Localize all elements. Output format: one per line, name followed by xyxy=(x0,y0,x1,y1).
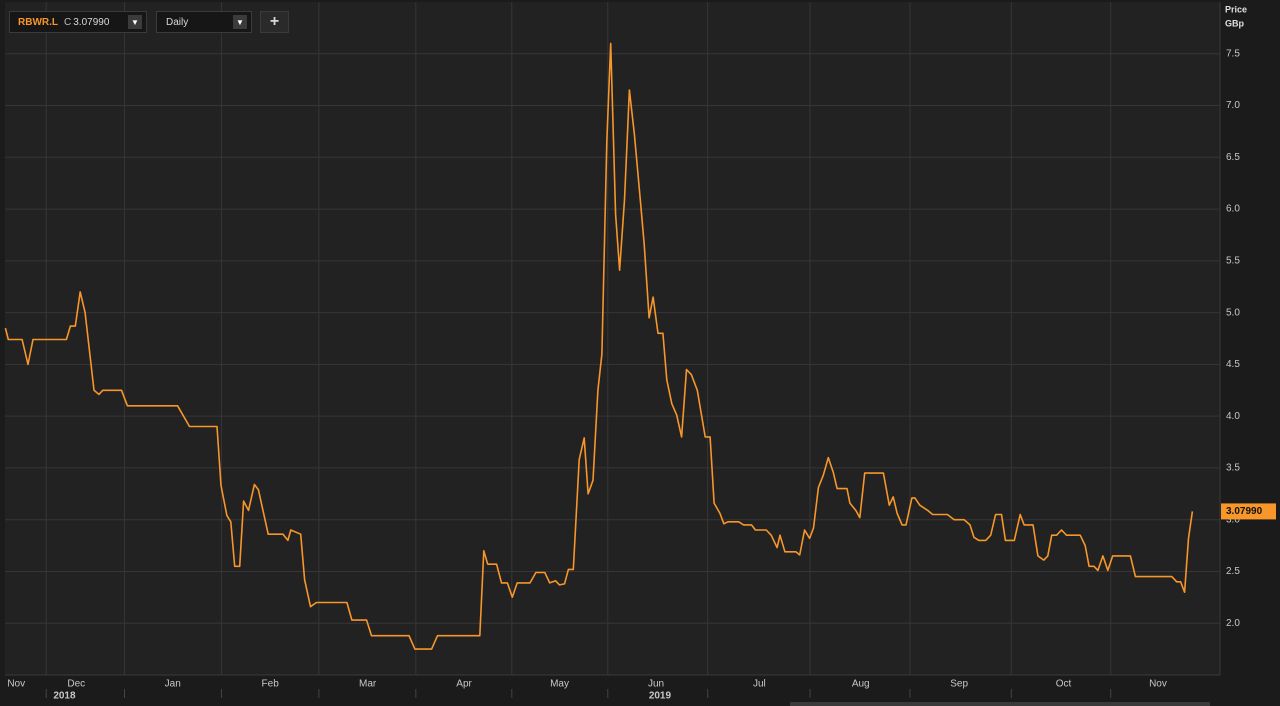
close-prefix: C xyxy=(64,16,72,28)
y-tick-label: 4.0 xyxy=(1226,411,1240,422)
x-tick-label: Feb xyxy=(262,679,280,690)
last-value-tag xyxy=(1221,503,1276,520)
symbol-box[interactable]: RBWR.L C 3.07990 ▼ xyxy=(9,11,147,33)
dropdown-arrow[interactable]: ▼ xyxy=(233,15,247,29)
scrollbar[interactable] xyxy=(790,702,1210,706)
y-tick-label: 5.0 xyxy=(1226,307,1240,318)
y-tick-label: 3.5 xyxy=(1226,463,1240,474)
y-tick-label: 6.0 xyxy=(1226,204,1240,215)
interval: Daily xyxy=(166,16,189,28)
y-tick-label: 4.5 xyxy=(1226,359,1240,370)
y-tick-label: 3.0 xyxy=(1226,514,1240,525)
y-tick-label: 7.0 xyxy=(1226,100,1240,111)
y-tick-label: 6.5 xyxy=(1226,152,1240,163)
y-axis-label: Price xyxy=(1225,4,1247,14)
x-tick-label: May xyxy=(550,679,569,690)
y-tick-label: 7.5 xyxy=(1226,48,1240,59)
interval-box[interactable]: Daily ▼ xyxy=(156,11,252,33)
close-value: 3.07990 xyxy=(73,16,110,28)
x-tick-label: Nov xyxy=(1149,679,1167,690)
x-tick-label: Jul xyxy=(753,679,766,690)
x-tick-label: Sep xyxy=(950,679,968,690)
x-tick-label: Jun xyxy=(648,679,664,690)
y-tick-label: 2.0 xyxy=(1226,618,1240,629)
y-tick-label: 2.5 xyxy=(1226,566,1240,577)
x-tick-label: Dec xyxy=(67,679,85,690)
y-axis-unit: GBp xyxy=(1225,18,1245,28)
x-tick-label: Apr xyxy=(456,679,472,690)
x-tick-label: Nov xyxy=(7,679,25,690)
price-line xyxy=(4,42,1194,650)
x-tick-label: Jan xyxy=(165,679,181,690)
x-tick-label: Aug xyxy=(852,679,870,690)
y-tick-label: 5.5 xyxy=(1226,255,1240,266)
dropdown-arrow[interactable]: ▼ xyxy=(128,15,142,29)
x-tick-label: Oct xyxy=(1056,679,1072,690)
symbol: RBWR.L xyxy=(18,16,58,28)
x-tick-label: Mar xyxy=(359,679,377,690)
x-year-label: 2018 xyxy=(53,691,76,702)
x-year-label: 2019 xyxy=(649,691,672,702)
last-value-label: 3.07990 xyxy=(1226,506,1263,517)
add-button[interactable]: + xyxy=(260,11,289,33)
